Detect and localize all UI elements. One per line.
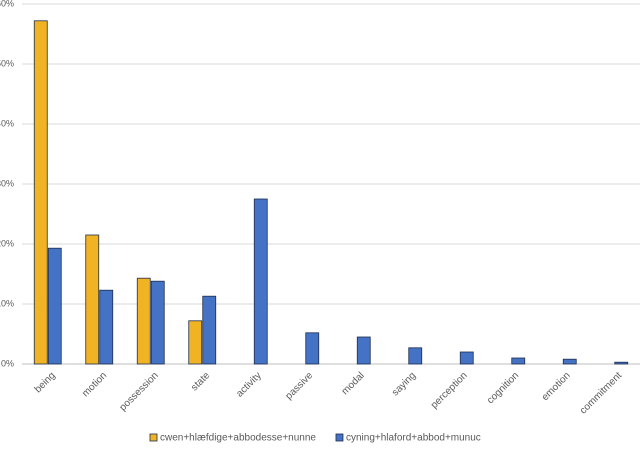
bar	[150, 280, 165, 365]
x-tick-label: saying	[390, 370, 418, 398]
y-tick-label: 40%	[0, 118, 14, 128]
x-tick-label: being	[33, 370, 58, 395]
legend-label: cyning+hlaford+abbod+munuc	[346, 433, 481, 444]
bar	[85, 234, 100, 365]
x-tick-label: perception	[429, 370, 470, 411]
x-tick-label: emotion	[540, 370, 573, 403]
bar	[305, 332, 320, 365]
x-tick-label: state	[189, 370, 212, 393]
bar	[614, 361, 629, 365]
bar	[408, 347, 423, 365]
legend-swatch	[149, 433, 158, 442]
x-tick-label: possession	[118, 370, 161, 413]
x-tick-label: activity	[234, 370, 263, 399]
y-tick-label: 60%	[0, 0, 14, 8]
x-tick-label: commitment	[578, 370, 624, 416]
bar	[356, 336, 371, 365]
x-tick-label: cognition	[485, 370, 521, 406]
y-tick-label: 30%	[0, 178, 14, 188]
bar	[562, 358, 577, 365]
bar	[511, 357, 526, 365]
bar	[253, 198, 268, 365]
legend: cwen+hlæfdige+abbodesse+nunne cyning+hlaf…	[149, 433, 481, 444]
y-tick-label: 10%	[0, 298, 14, 308]
bar	[47, 247, 62, 365]
bar	[99, 289, 114, 365]
bar	[188, 320, 203, 365]
y-tick-label: 20%	[0, 238, 14, 248]
bar	[33, 20, 48, 365]
bar	[459, 351, 474, 365]
y-tick-label: 50%	[0, 58, 14, 68]
y-tick-label: 0%	[1, 358, 14, 368]
bar	[202, 295, 217, 365]
legend-swatch	[335, 433, 344, 442]
x-tick-label: motion	[80, 370, 109, 399]
legend-label: cwen+hlæfdige+abbodesse+nunne	[160, 433, 316, 444]
bar	[136, 277, 151, 365]
x-tick-label: modal	[340, 370, 367, 397]
x-tick-label: passive	[283, 370, 315, 402]
